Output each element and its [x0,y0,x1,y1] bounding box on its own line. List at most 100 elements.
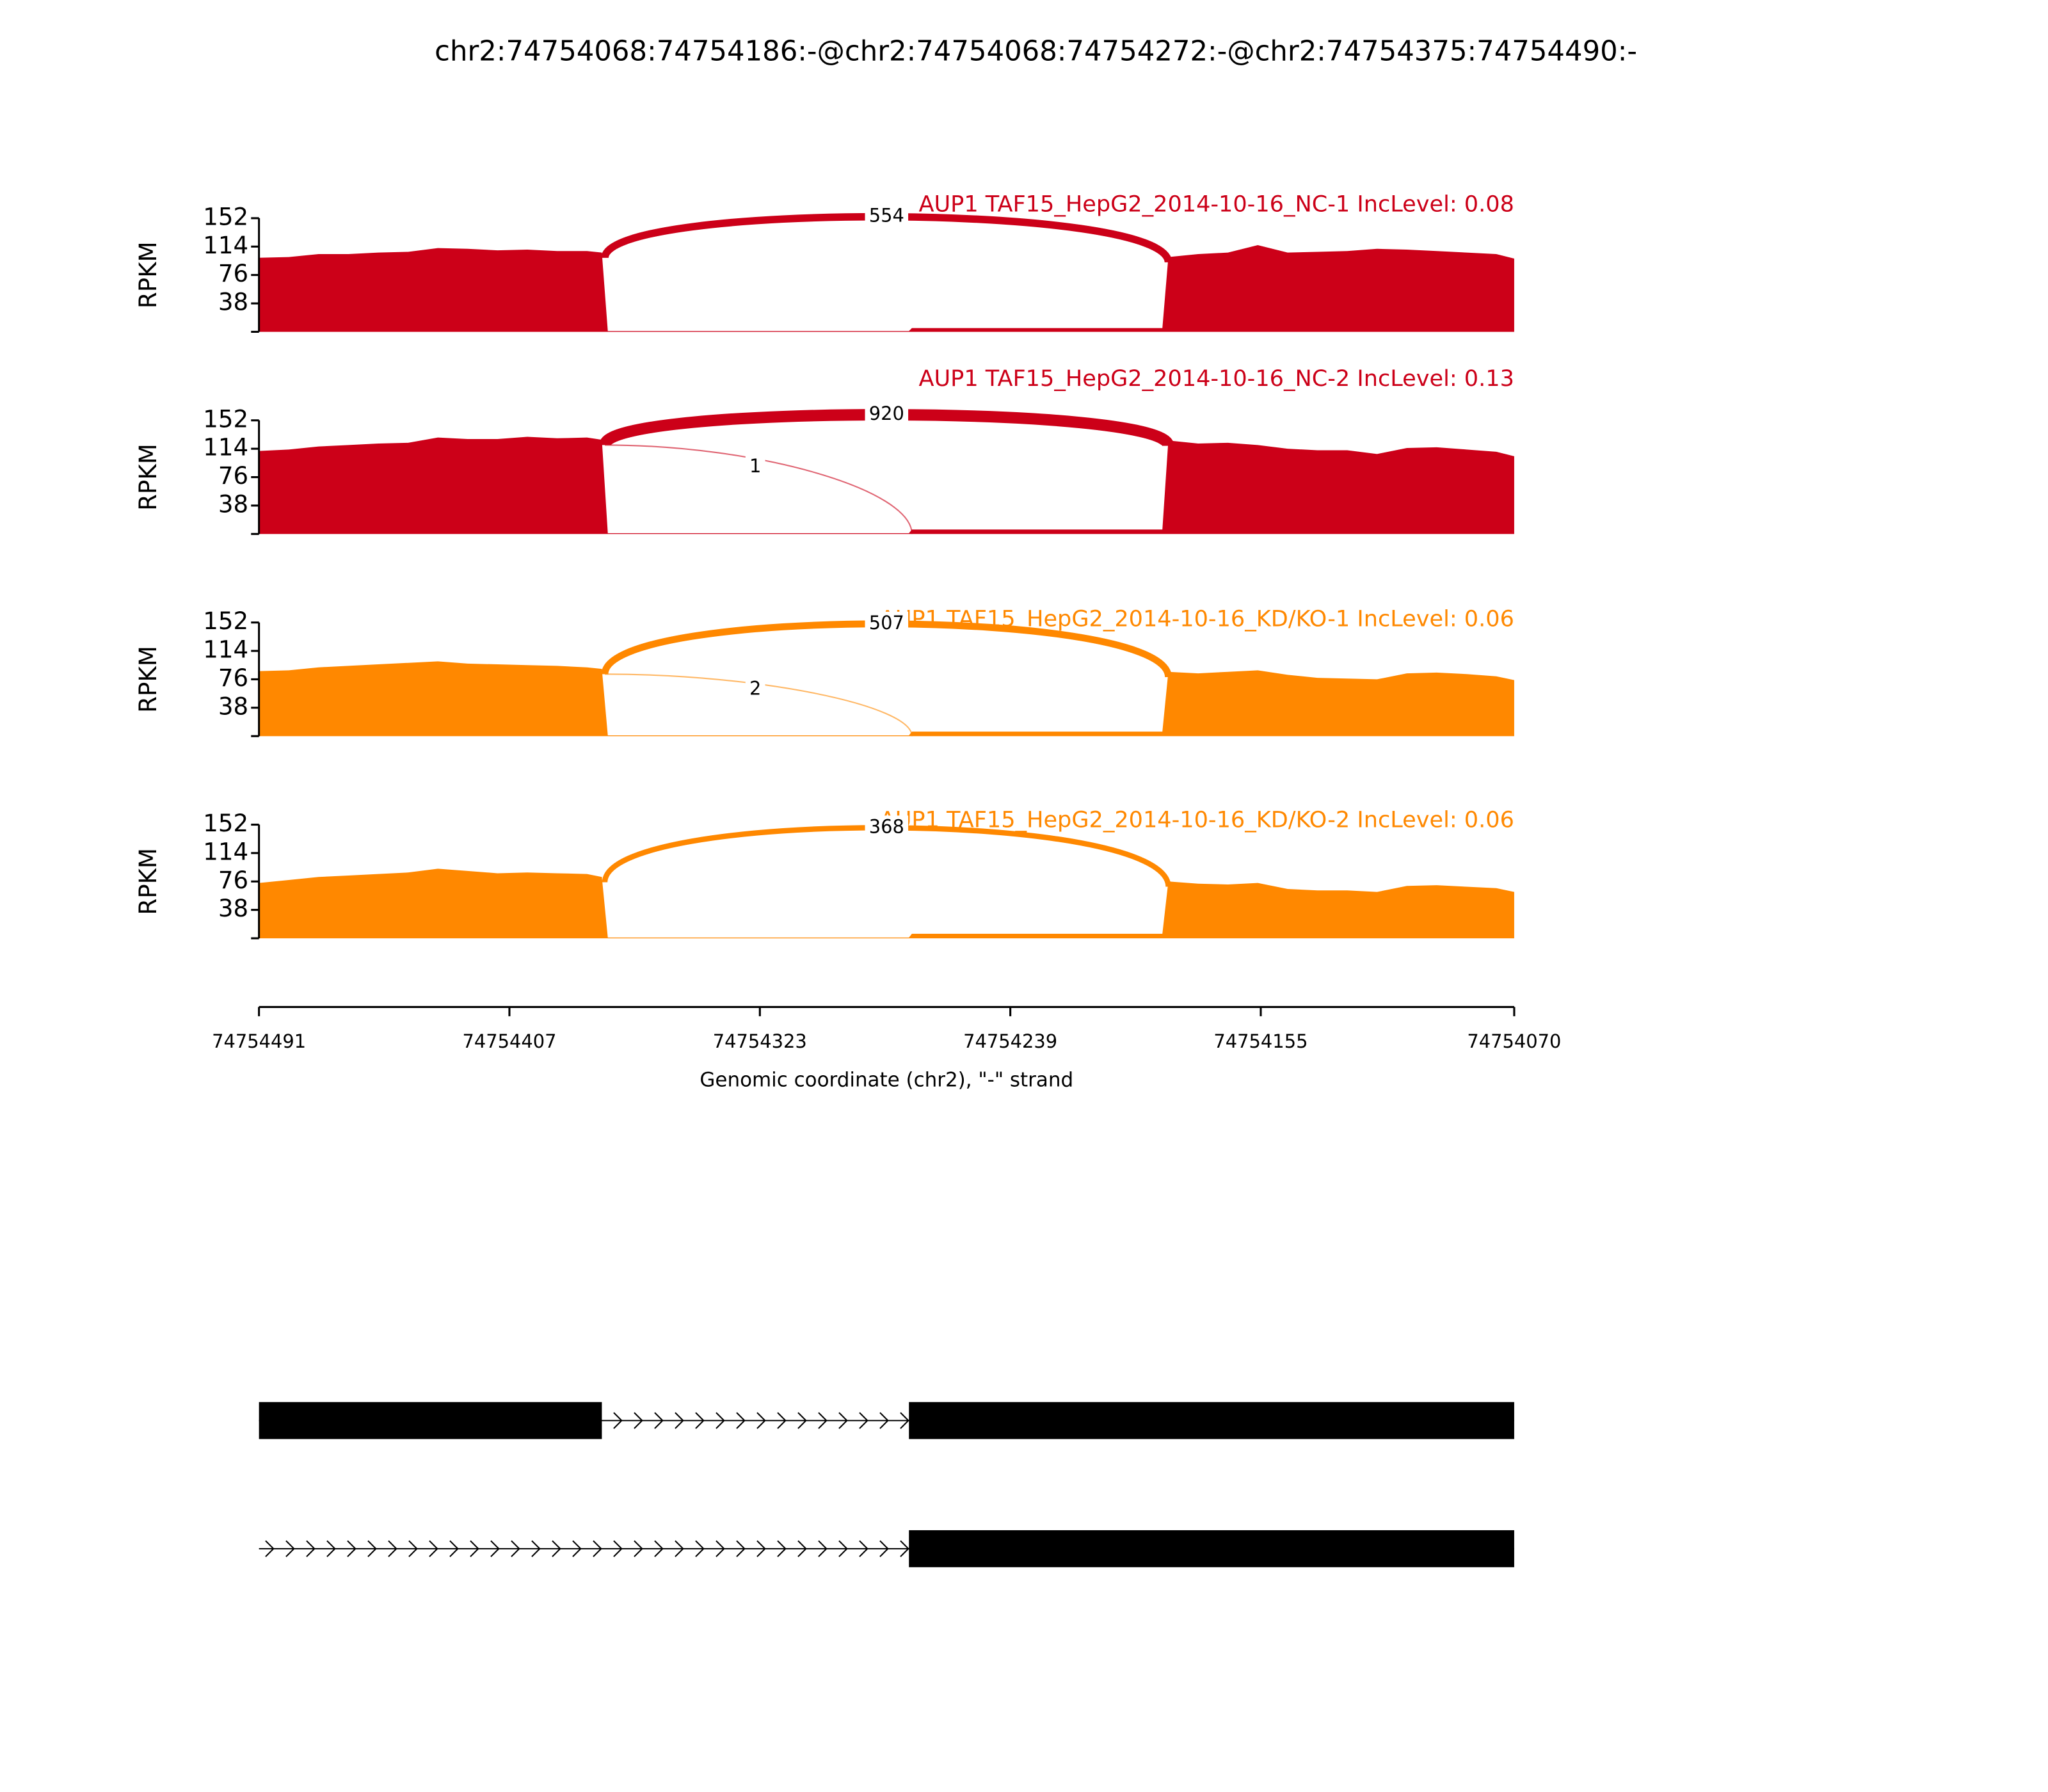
x-tick-label: 74754070 [1467,1030,1561,1052]
intron-arrow [367,1540,377,1557]
intron-arrow [634,1540,643,1557]
intron-arrow [593,1540,602,1557]
intron-arrow [675,1540,684,1557]
y-tick-label: 76 [218,462,248,490]
y-tick-label: 152 [203,607,248,635]
intron-arrow [613,1540,623,1557]
chart-title: chr2:74754068:74754186:-@chr2:74754068:7… [435,35,1637,67]
intron-arrow [756,1412,766,1429]
coverage-area [259,868,1514,939]
y-tick-label: 38 [218,289,248,316]
intron-arrow [695,1540,705,1557]
intron-arrow [859,1540,868,1557]
intron-arrow [285,1540,295,1557]
intron-arrow [511,1540,520,1557]
junction-count: 2 [749,678,761,700]
y-tick-label: 114 [203,434,248,461]
coverage-area [259,244,1514,332]
intron-arrow [572,1540,582,1557]
y-axis-label: RPKM [134,241,162,308]
intron-arrow [634,1412,643,1429]
y-tick-label: 114 [203,232,248,259]
intron-arrow [859,1412,868,1429]
intron-arrow [818,1412,828,1429]
intron-arrow [736,1412,746,1429]
y-tick-label: 76 [218,260,248,287]
exon [259,1402,602,1439]
intron-arrow [531,1540,541,1557]
junction-label-bg [865,611,909,634]
y-tick-label: 152 [203,405,248,433]
y-tick-label: 38 [218,490,248,518]
intron-arrow [736,1540,746,1557]
y-tick-label: 114 [203,636,248,664]
intron-arrow [326,1540,336,1557]
intron-arrow [675,1412,684,1429]
intron-arrow [347,1540,356,1557]
y-axis-label: RPKM [134,848,162,915]
junction-arc [605,673,913,737]
junction-count: 507 [869,612,904,634]
track-title: AUP1 TAF15_HepG2_2014-10-16_NC-1 IncLeve… [919,191,1514,217]
intron-arrow [470,1540,479,1557]
intron-arrow [613,1412,623,1429]
track-title: AUP1 TAF15_HepG2_2014-10-16_KD/KO-2 IncL… [880,806,1514,833]
intron-arrow [879,1412,889,1429]
x-axis-label: Genomic coordinate (chr2), "-" strand [700,1069,1073,1092]
y-tick-label: 76 [218,867,248,894]
intron-arrow [756,1540,766,1557]
junction-label-bg [865,402,909,424]
junction-count: 554 [869,205,904,227]
intron-arrow [449,1540,459,1557]
exon [909,1530,1514,1567]
x-tick-label: 74754239 [963,1030,1057,1052]
y-tick-label: 114 [203,838,248,865]
junction-count: 920 [869,403,904,424]
intron-arrow [490,1540,500,1557]
x-tick-label: 74754491 [212,1030,306,1052]
x-tick-label: 74754407 [462,1030,556,1052]
junction-label-bg [865,204,909,227]
junction-arc [605,444,913,534]
intron-arrow [777,1412,787,1429]
y-axis-label: RPKM [134,444,162,511]
y-tick-label: 38 [218,692,248,720]
intron-arrow [797,1412,807,1429]
x-tick-label: 74754323 [713,1030,807,1052]
intron-arrow [306,1540,316,1557]
intron-arrow [408,1540,418,1557]
y-tick-label: 38 [218,895,248,922]
x-tick-label: 74754155 [1213,1030,1308,1052]
exon [909,1402,1514,1439]
intron-arrow [777,1540,787,1557]
junction-label-bg [745,455,765,477]
intron-arrow [388,1540,397,1557]
intron-arrow [716,1540,725,1557]
intron-arrow [654,1412,664,1429]
junction-label-bg [745,677,765,700]
intron-arrow [900,1412,909,1429]
junction-count: 368 [869,815,904,837]
intron-arrow [879,1540,889,1557]
intron-arrow [797,1540,807,1557]
track-title: AUP1 TAF15_HepG2_2014-10-16_NC-2 IncLeve… [919,365,1514,392]
intron-arrow [552,1540,561,1557]
junction-label-bg [865,815,909,838]
intron-arrow [654,1540,664,1557]
y-tick-label: 152 [203,203,248,230]
intron-arrow [695,1412,705,1429]
coverage-area [259,661,1514,737]
junction-count: 1 [749,455,761,477]
y-tick-label: 152 [203,810,248,837]
intron-arrow [900,1540,909,1557]
intron-arrow [716,1412,725,1429]
y-tick-label: 76 [218,664,248,692]
intron-arrow [838,1412,848,1429]
intron-arrow [265,1540,275,1557]
y-axis-label: RPKM [134,646,162,713]
intron-arrow [818,1540,828,1557]
coverage-area [259,436,1514,534]
intron-arrow [838,1540,848,1557]
